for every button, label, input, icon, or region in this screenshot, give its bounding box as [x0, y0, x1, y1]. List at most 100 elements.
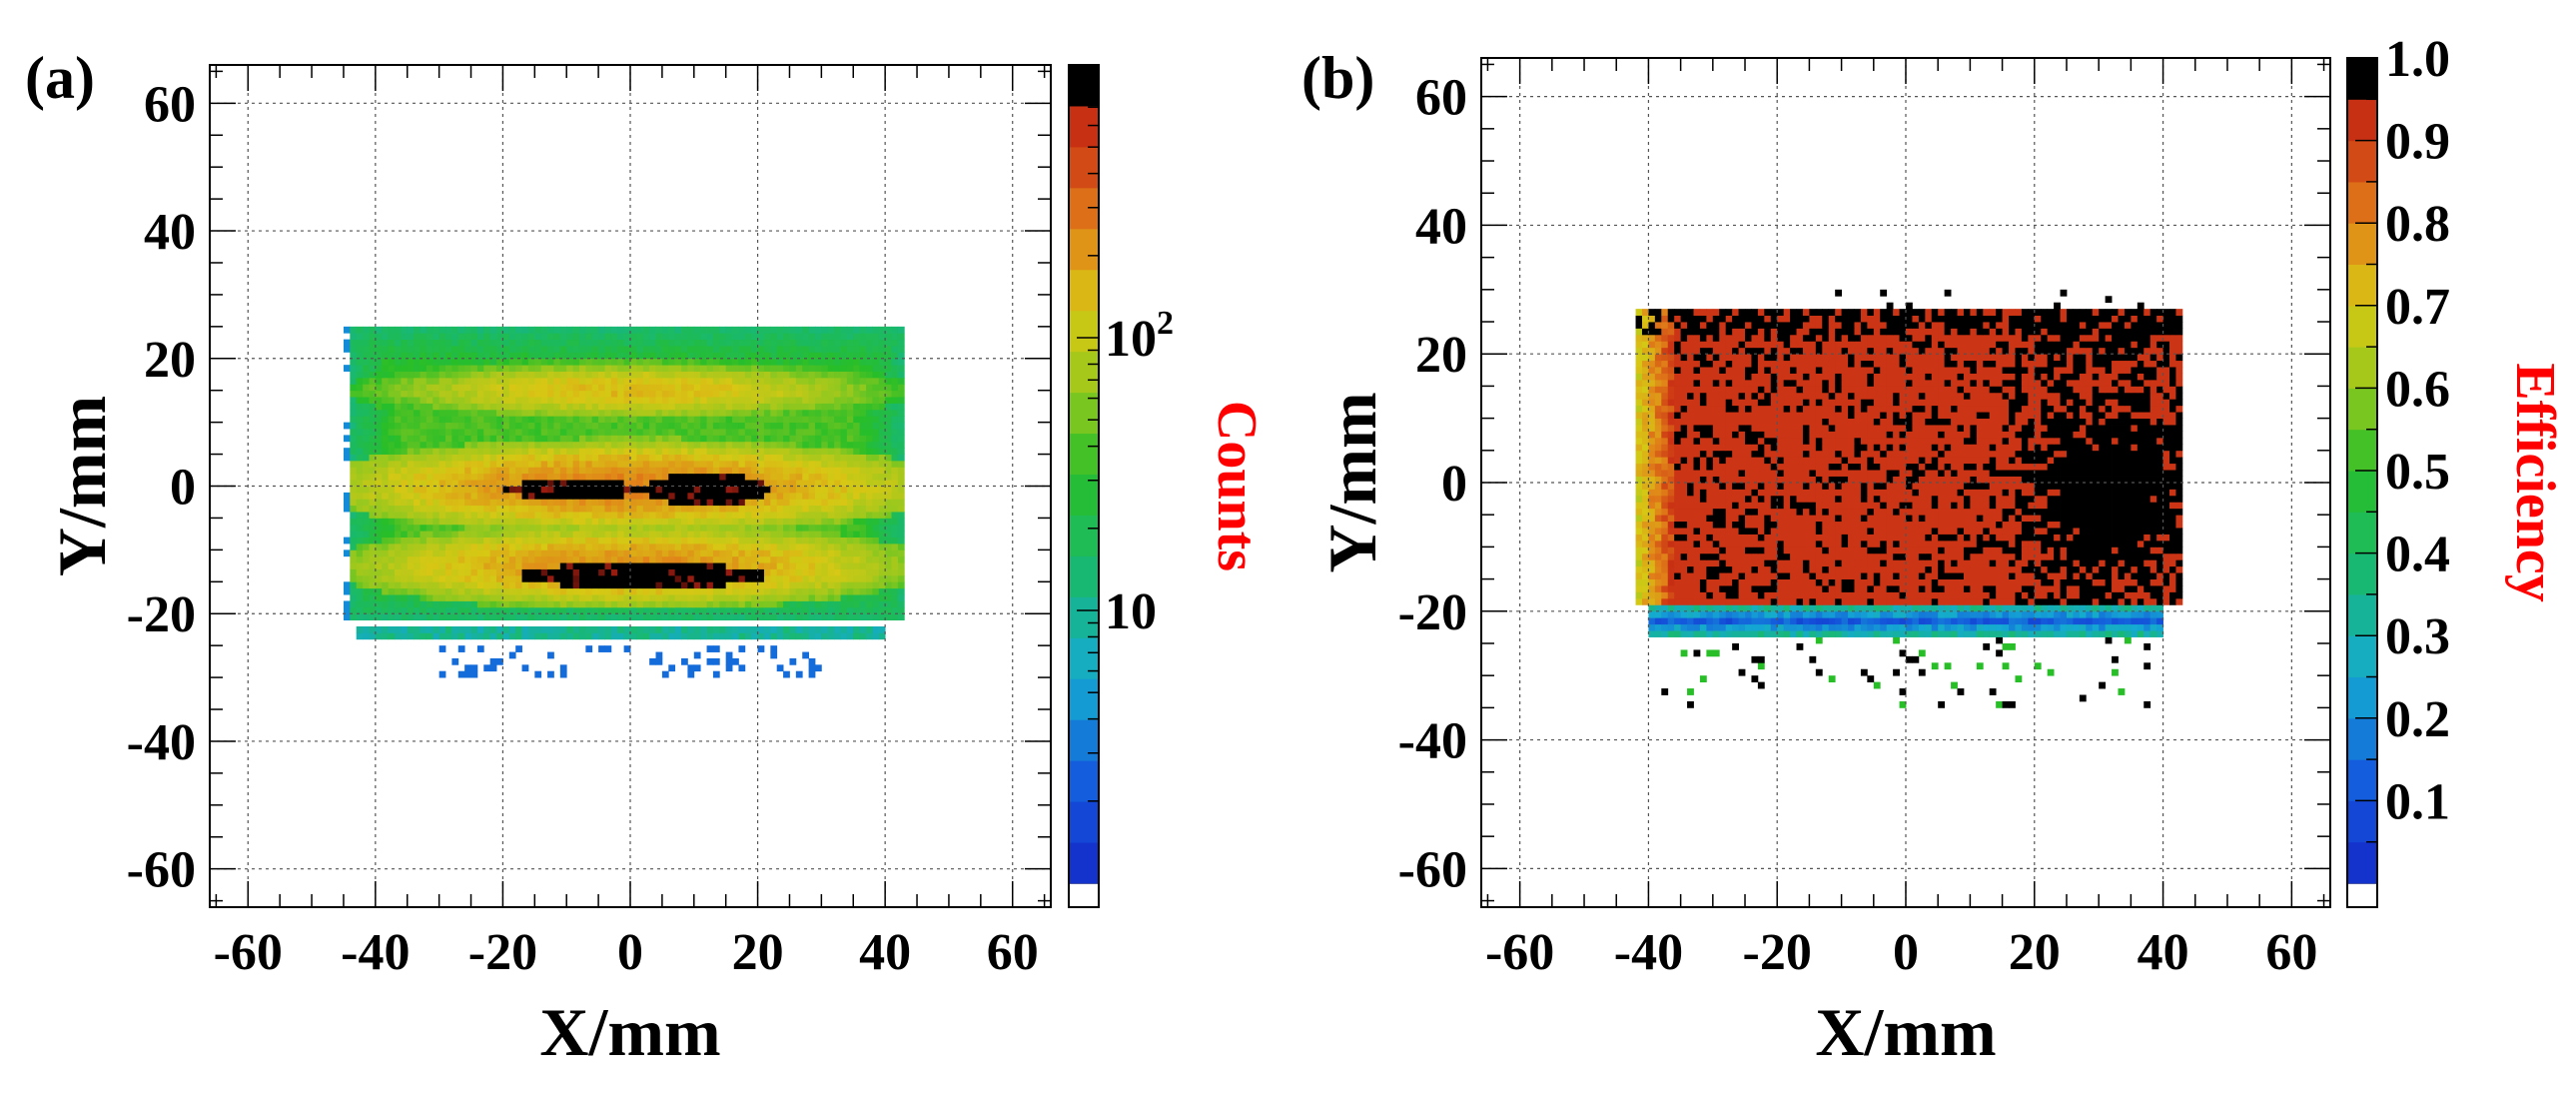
heatmap-cell — [1680, 623, 1688, 631]
heatmap-cell — [553, 543, 561, 550]
heatmap-cell — [604, 600, 612, 608]
heatmap-cell — [700, 555, 707, 563]
heatmap-cell — [1706, 604, 1714, 612]
heatmap-cell — [859, 390, 867, 398]
heatmap-cell — [483, 568, 491, 576]
heatmap-cell — [426, 562, 433, 569]
heatmap-cell — [763, 581, 771, 589]
heatmap-cell — [489, 416, 497, 424]
heatmap-cell — [2124, 604, 2132, 612]
heatmap-cell — [578, 384, 586, 392]
heatmap-cell — [451, 409, 459, 417]
heatmap-cell — [356, 371, 364, 379]
heatmap-cell — [578, 416, 586, 424]
heatmap-cell — [591, 613, 599, 621]
heatmap-cell — [789, 397, 797, 404]
heatmap-cell — [1931, 662, 1939, 670]
heatmap-cell — [559, 397, 567, 404]
heatmap-cell — [693, 562, 701, 569]
heatmap-cell — [853, 613, 861, 621]
heatmap-cell — [388, 333, 396, 341]
heatmap-cell — [840, 492, 848, 500]
heatmap-cell — [476, 512, 484, 519]
heatmap-cell — [585, 543, 593, 550]
heatmap-cell — [719, 326, 727, 334]
heatmap-cell — [1674, 610, 1682, 618]
heatmap-cell — [394, 435, 402, 443]
heatmap-cell — [814, 613, 822, 621]
heatmap-cell — [814, 371, 822, 379]
heatmap-cell — [763, 390, 771, 398]
heatmap-cell — [661, 390, 669, 398]
heatmap-cell — [878, 512, 886, 519]
heatmap-cell — [744, 626, 752, 633]
heatmap-cell — [636, 587, 644, 595]
heatmap-cell — [891, 365, 899, 372]
heatmap-cell — [610, 454, 618, 462]
heatmap-cell — [598, 606, 605, 614]
heatmap-cell — [770, 606, 778, 614]
heatmap-cell — [719, 352, 727, 360]
heatmap-cell — [859, 384, 867, 392]
heatmap-cell — [655, 480, 663, 487]
heatmap-cell — [553, 594, 561, 601]
heatmap-cell — [464, 454, 471, 462]
heatmap-cell — [521, 467, 529, 475]
heatmap-cell — [547, 543, 554, 550]
heatmap-cell — [783, 435, 790, 443]
colorbar-segment — [1069, 187, 1099, 230]
heatmap-cell — [527, 537, 535, 545]
heatmap-cell — [808, 326, 816, 334]
heatmap-cell — [642, 486, 650, 494]
heatmap-cell — [489, 606, 497, 614]
heatmap-cell — [585, 346, 593, 353]
heatmap-cell — [655, 409, 663, 417]
x-tick-label: 60 — [987, 924, 1039, 981]
heatmap-cell — [369, 512, 377, 519]
heatmap-cell — [681, 537, 688, 545]
heatmap-cell — [457, 581, 465, 589]
heatmap-cell — [897, 499, 905, 507]
heatmap-cell — [363, 492, 370, 500]
heatmap-cell — [808, 512, 816, 519]
heatmap-cell — [445, 403, 452, 411]
heatmap-cell — [464, 365, 471, 372]
heatmap-cell — [572, 512, 580, 519]
heatmap-cell — [414, 365, 421, 372]
heatmap-cell — [2137, 604, 2145, 612]
heatmap-cell — [578, 600, 586, 608]
heatmap-cell — [401, 333, 409, 341]
heatmap-cell — [445, 562, 452, 569]
heatmap-cell — [496, 403, 503, 411]
heatmap-cell — [834, 422, 841, 430]
heatmap-cell — [420, 512, 428, 519]
heatmap-cell — [789, 448, 797, 455]
heatmap-cell — [445, 397, 452, 404]
heatmap-cell — [795, 429, 803, 436]
heatmap-cell — [527, 460, 535, 468]
heatmap-cell — [585, 473, 593, 481]
heatmap-cell — [783, 454, 790, 462]
heatmap-cell — [502, 587, 510, 595]
heatmap-cell — [502, 562, 510, 569]
heatmap-cell — [1893, 610, 1900, 618]
heatmap-cell — [363, 499, 370, 507]
heatmap-cell — [649, 486, 656, 494]
heatmap-cell — [751, 562, 758, 569]
heatmap-cell — [872, 562, 880, 569]
heatmap-cell — [470, 524, 478, 532]
heatmap-cell — [1712, 610, 1720, 618]
heatmap-cell — [808, 518, 816, 526]
heatmap-cell — [846, 581, 854, 589]
heatmap-cell — [445, 587, 452, 595]
heatmap-cell — [515, 549, 522, 557]
heatmap-cell — [732, 486, 739, 494]
heatmap-cell — [827, 473, 835, 481]
heatmap-cell — [502, 416, 510, 424]
heatmap-cell — [343, 505, 351, 513]
heatmap-cell — [866, 467, 873, 475]
heatmap-cell — [464, 581, 471, 589]
heatmap-cell — [706, 562, 714, 569]
heatmap-cell — [369, 613, 377, 621]
heatmap-cell — [866, 518, 873, 526]
